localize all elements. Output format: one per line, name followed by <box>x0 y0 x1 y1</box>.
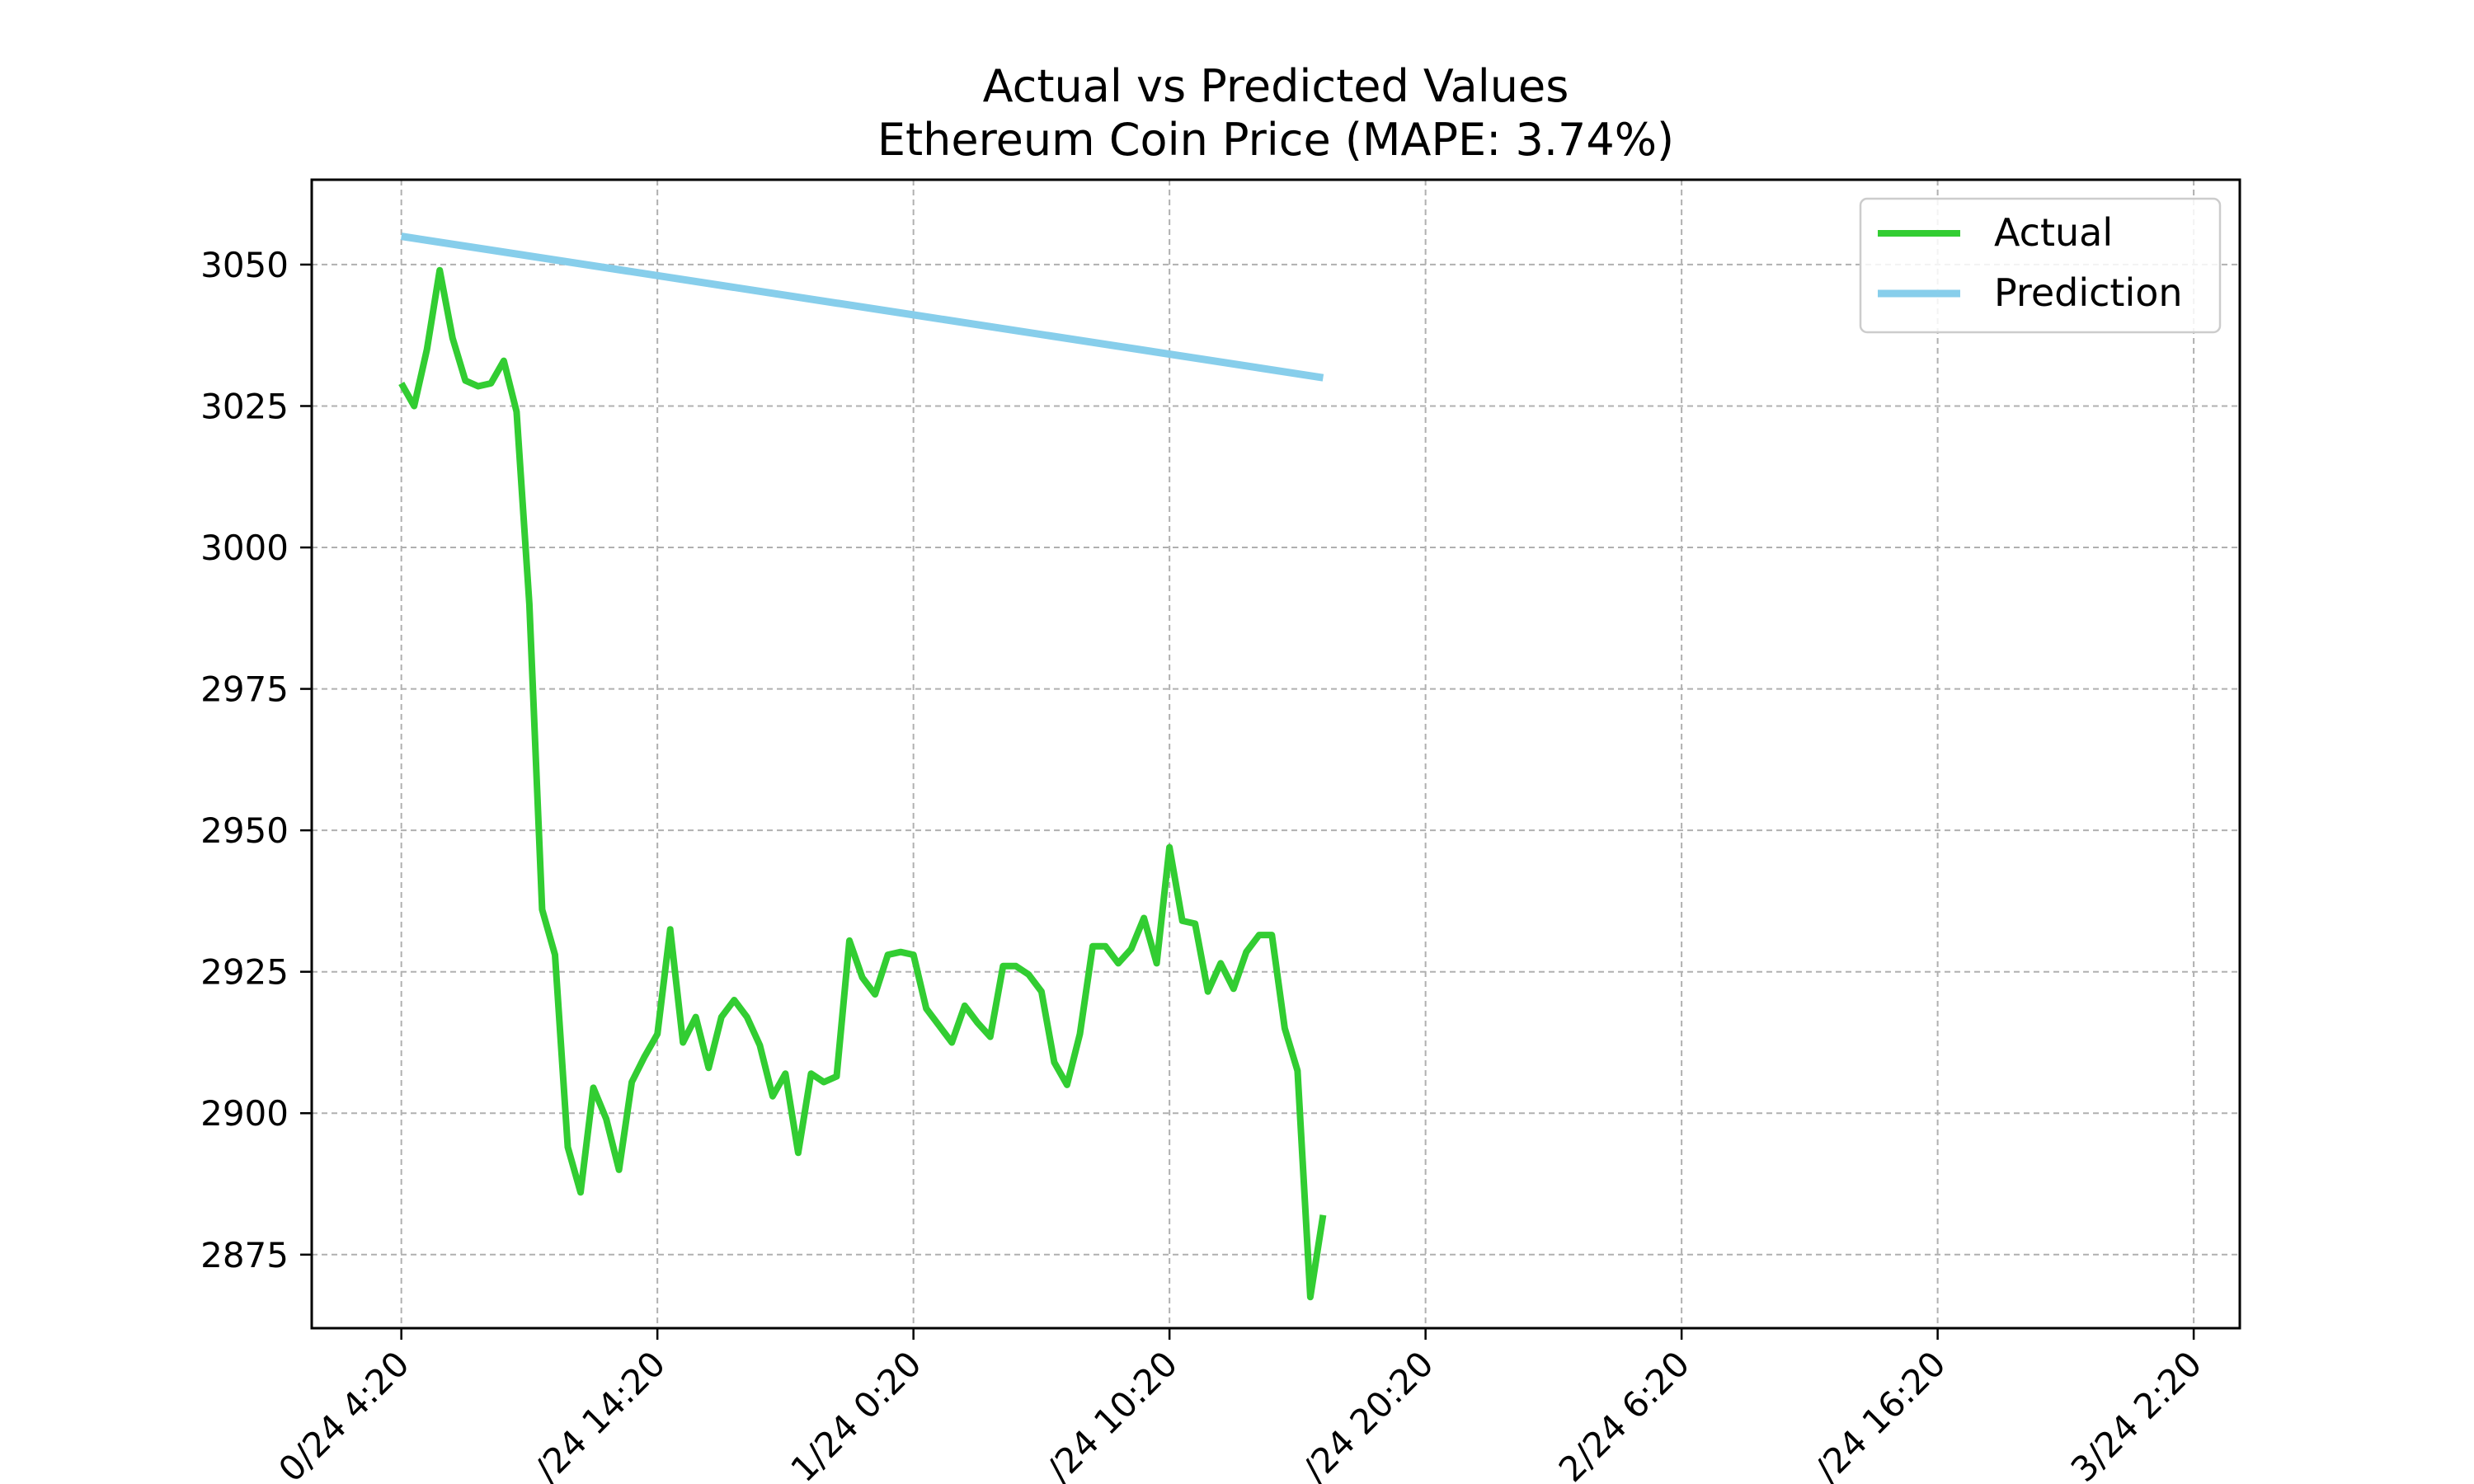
prediction-series-line <box>400 232 1324 382</box>
x-tick-label: 1/24 0:20 <box>783 1343 929 1484</box>
x-tick-label: /24 20:20 <box>1295 1343 1441 1484</box>
legend-label-actual: Actual <box>1994 210 2113 255</box>
y-tick-label: 3000 <box>200 528 289 568</box>
x-tick-label: 3/24 2:20 <box>2063 1343 2209 1484</box>
x-tick-label: 2/24 6:20 <box>1551 1343 1697 1484</box>
legend-label-prediction: Prediction <box>1994 270 2183 315</box>
chart-title: Actual vs Predicted Values <box>983 60 1569 112</box>
y-tick-label: 3025 <box>200 386 289 426</box>
x-tick-label: /24 10:20 <box>1039 1343 1185 1484</box>
x-tick-label: /24 14:20 <box>527 1343 673 1484</box>
x-tick-label: 0/24 4:20 <box>270 1343 416 1484</box>
y-tick-label: 2950 <box>200 810 289 851</box>
y-tick-label: 2975 <box>200 669 289 710</box>
chart-subtitle: Ethereum Coin Price (MAPE: 3.74%) <box>877 114 1674 166</box>
y-tick-label: 2925 <box>200 952 289 993</box>
actual-series-line <box>398 266 1327 1301</box>
y-tick-label: 2875 <box>200 1235 289 1275</box>
y-tick-label: 2900 <box>200 1093 289 1134</box>
plot-area: 2875 2900 2925 2950 2975 3000 3025 3050 0/24 4:2… <box>200 178 2241 1484</box>
y-tick-label: 3050 <box>200 245 289 285</box>
x-tick-label: /24 16:20 <box>1807 1343 1953 1484</box>
axes-frame <box>310 178 2241 1330</box>
